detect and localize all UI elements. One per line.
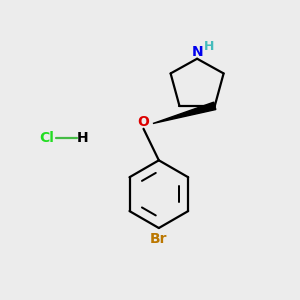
Text: N: N xyxy=(191,45,203,59)
Text: Br: Br xyxy=(150,232,168,246)
Text: H: H xyxy=(204,40,215,53)
Text: H: H xyxy=(76,131,88,145)
Polygon shape xyxy=(153,102,216,124)
Text: O: O xyxy=(138,115,149,129)
Text: Cl: Cl xyxy=(40,131,54,145)
